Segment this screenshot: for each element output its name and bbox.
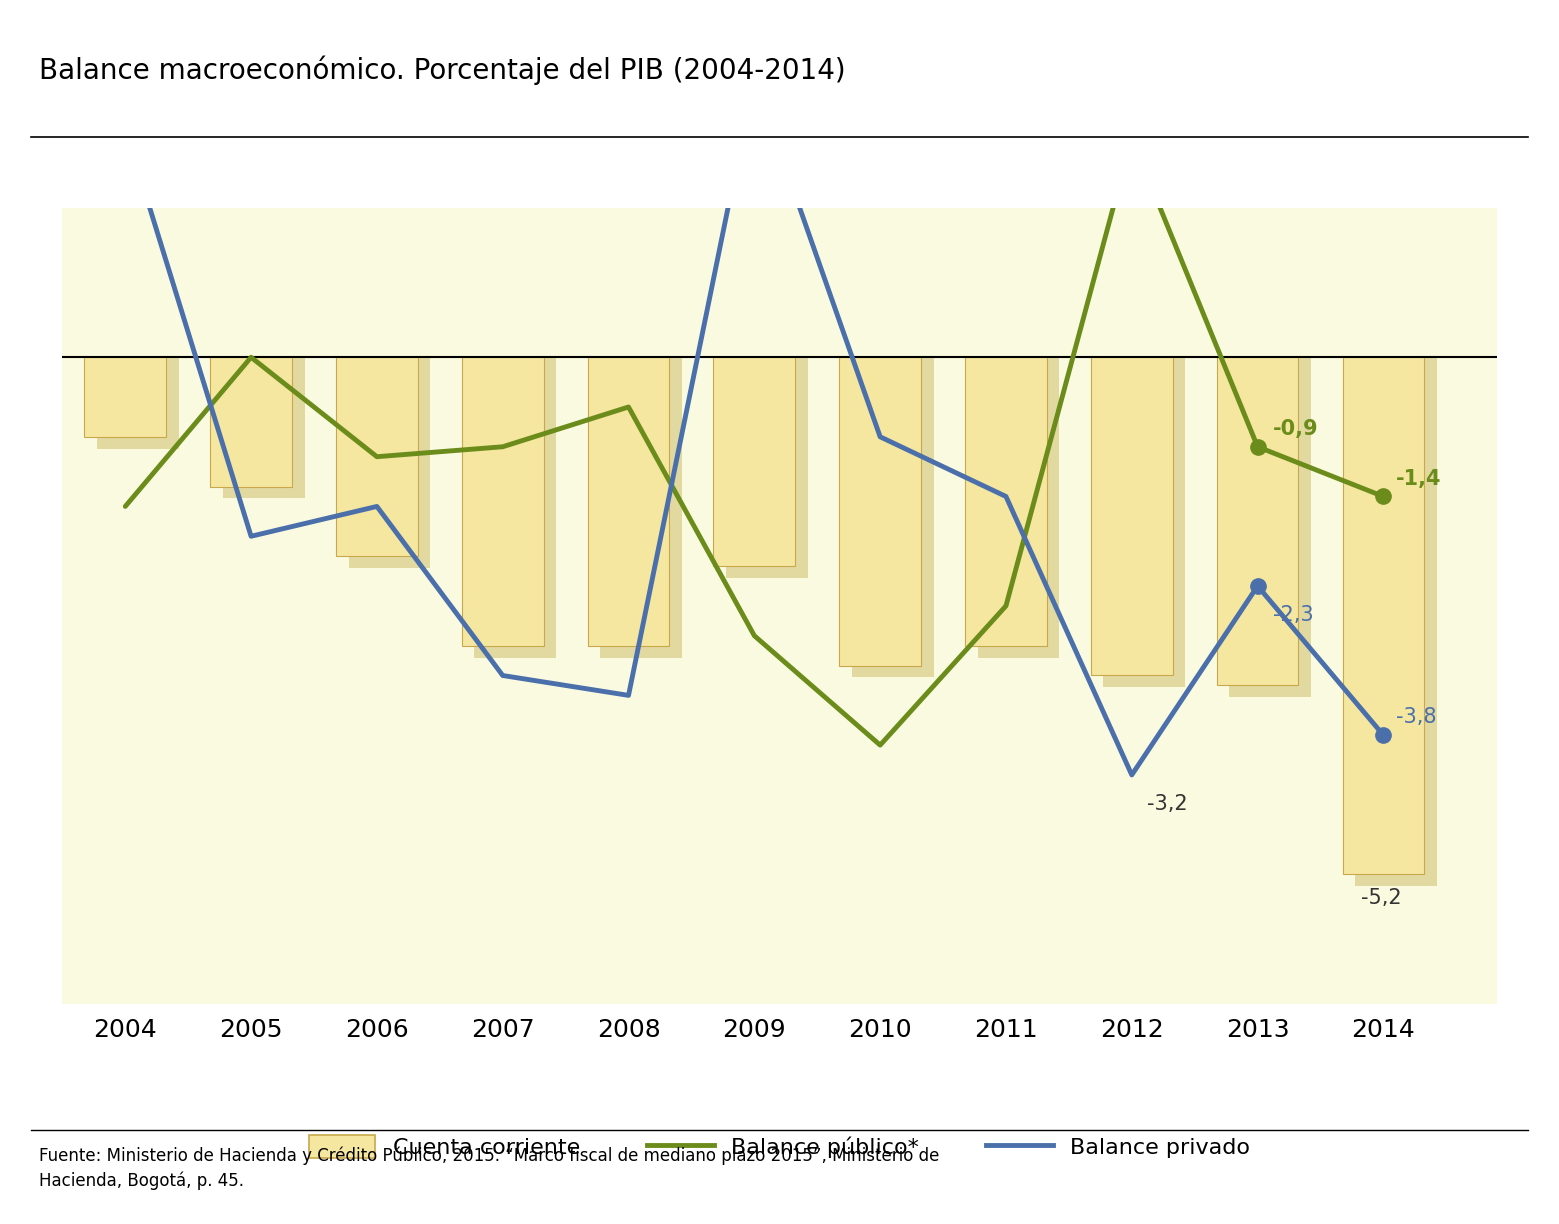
Text: -1,4: -1,4 bbox=[1395, 469, 1442, 488]
Bar bbox=[461, 357, 544, 645]
Text: -2,3: -2,3 bbox=[1272, 605, 1313, 624]
Bar bbox=[977, 357, 1060, 657]
Bar bbox=[337, 357, 418, 556]
Bar bbox=[1355, 357, 1437, 886]
Text: Balance macroeconómico. Porcentaje del PIB (2004-2014): Balance macroeconómico. Porcentaje del P… bbox=[39, 55, 845, 84]
Bar bbox=[851, 357, 934, 677]
Bar bbox=[1230, 357, 1311, 698]
Bar bbox=[1091, 357, 1172, 676]
Text: -3,8: -3,8 bbox=[1395, 707, 1436, 727]
Bar bbox=[965, 357, 1046, 645]
Bar bbox=[210, 357, 292, 486]
Text: -3,2: -3,2 bbox=[1147, 793, 1188, 814]
Bar bbox=[474, 357, 557, 657]
Bar bbox=[349, 357, 430, 568]
Bar bbox=[1342, 357, 1425, 874]
Text: -0,9: -0,9 bbox=[1272, 419, 1319, 439]
Text: -5,2: -5,2 bbox=[1361, 889, 1402, 908]
Bar bbox=[714, 357, 795, 565]
Bar bbox=[84, 357, 167, 437]
Bar bbox=[97, 357, 179, 449]
Bar bbox=[1104, 357, 1185, 688]
Bar bbox=[588, 357, 669, 645]
Bar bbox=[726, 357, 808, 578]
Bar bbox=[223, 357, 304, 498]
Legend: Cuenta corriente, Balance público*, Balance privado: Cuenta corriente, Balance público*, Bala… bbox=[299, 1126, 1260, 1166]
Bar bbox=[839, 357, 921, 666]
Bar bbox=[600, 357, 681, 657]
Bar bbox=[1216, 357, 1299, 685]
Text: Fuente: Ministerio de Hacienda y Crédito Público, 2015. “Marco fiscal de mediano: Fuente: Ministerio de Hacienda y Crédito… bbox=[39, 1147, 940, 1190]
